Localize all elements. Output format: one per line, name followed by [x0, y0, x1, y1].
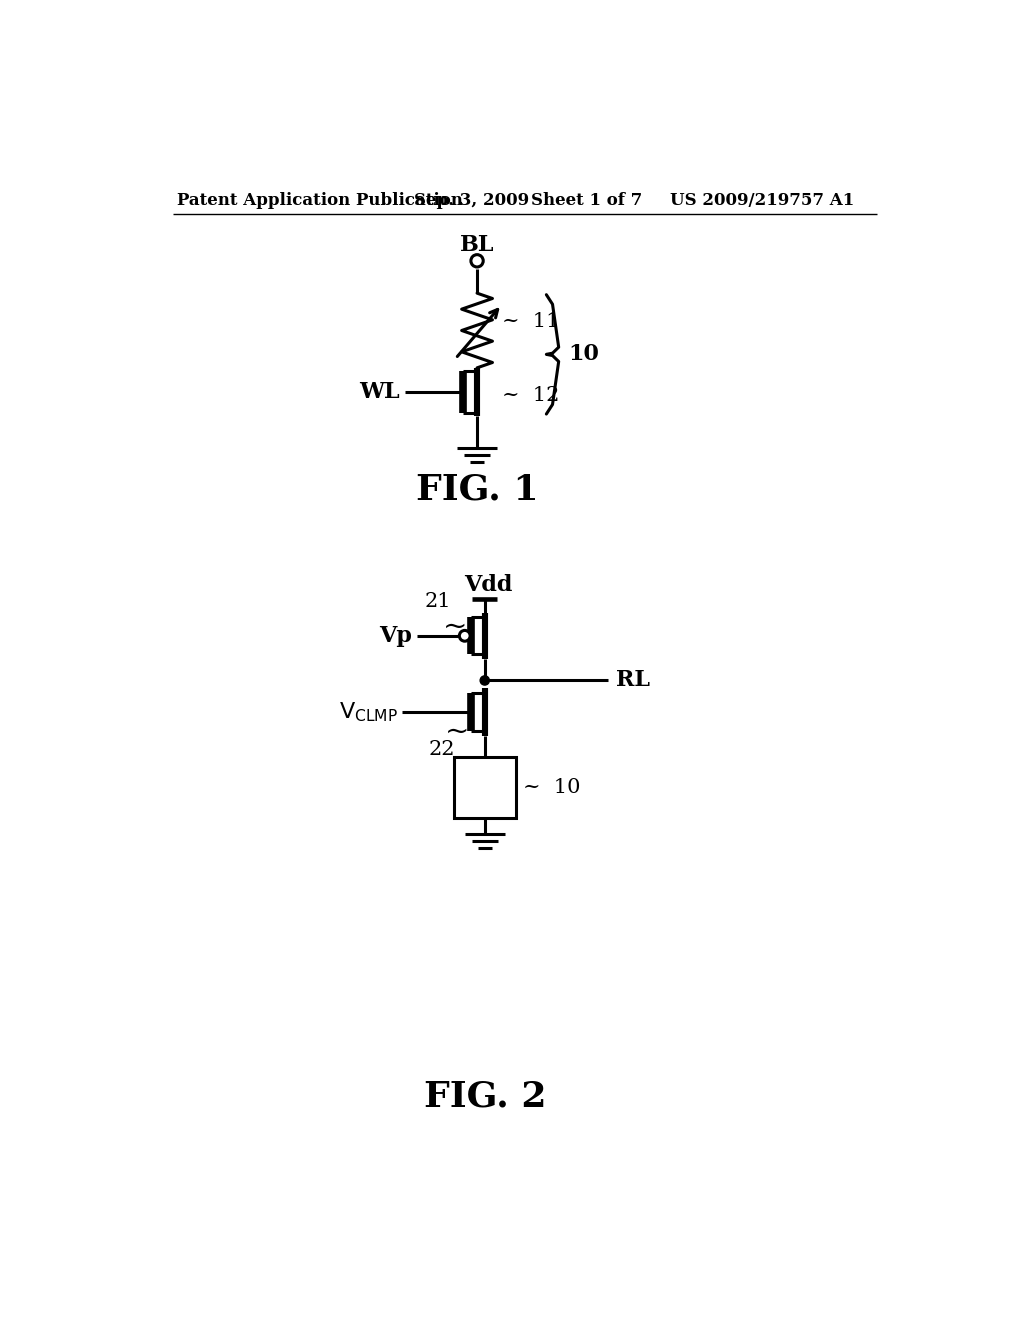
- Text: 10: 10: [568, 343, 599, 366]
- Circle shape: [460, 631, 470, 642]
- Text: ~  12: ~ 12: [502, 385, 559, 405]
- Circle shape: [480, 676, 489, 685]
- Text: RL: RL: [615, 669, 649, 692]
- Text: FIG. 1: FIG. 1: [416, 473, 539, 507]
- Text: ~  10: ~ 10: [523, 777, 581, 797]
- Text: Vdd: Vdd: [465, 574, 513, 597]
- Text: 21: 21: [425, 593, 452, 611]
- Text: ~: ~: [442, 612, 467, 640]
- Text: 22: 22: [429, 739, 456, 759]
- Text: Sep. 3, 2009: Sep. 3, 2009: [414, 193, 529, 210]
- Text: BL: BL: [460, 234, 495, 256]
- Text: ~: ~: [444, 718, 469, 746]
- Text: WL: WL: [358, 380, 399, 403]
- Text: Vp: Vp: [380, 624, 413, 647]
- Text: $\mathrm{V_{CLMP}}$: $\mathrm{V_{CLMP}}$: [339, 700, 397, 723]
- Text: Sheet 1 of 7: Sheet 1 of 7: [531, 193, 642, 210]
- Circle shape: [471, 255, 483, 267]
- Bar: [454, 758, 515, 817]
- Text: Patent Application Publication: Patent Application Publication: [177, 193, 463, 210]
- Text: FIG. 2: FIG. 2: [424, 1080, 546, 1113]
- Text: US 2009/219757 A1: US 2009/219757 A1: [670, 193, 854, 210]
- Text: ~  11: ~ 11: [502, 312, 559, 331]
